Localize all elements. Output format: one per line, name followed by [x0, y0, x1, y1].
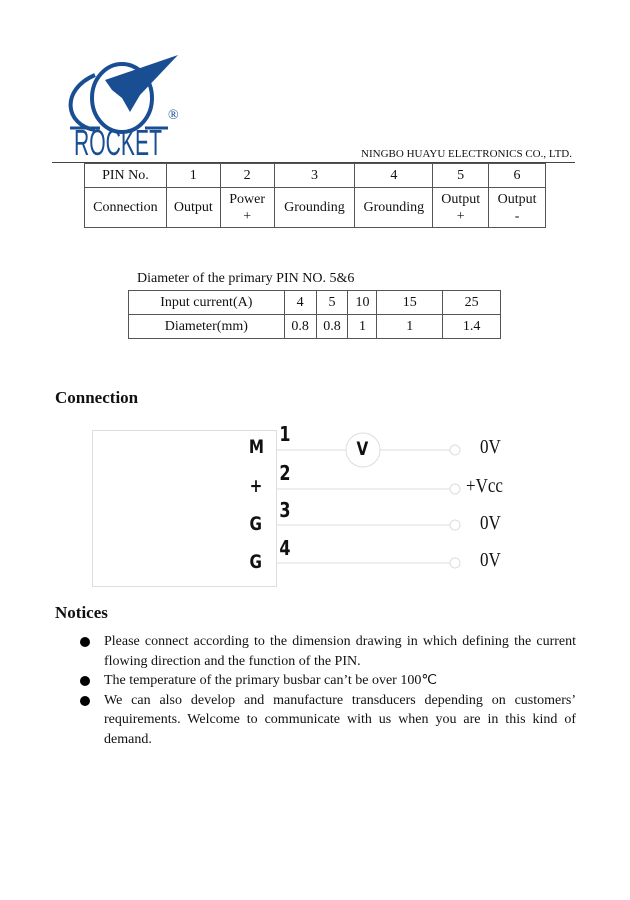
table-cell: 1.4	[442, 314, 501, 339]
terminal-3	[449, 519, 461, 531]
bullet-icon	[80, 695, 90, 706]
registered-mark: ®	[168, 108, 179, 123]
cell-text: Power	[229, 191, 266, 207]
connection-heading: Connection	[55, 388, 139, 407]
table-cell: Connection	[84, 187, 167, 228]
rocket-logo: ROCKET	[68, 55, 178, 160]
cell-text: +	[243, 208, 252, 224]
list-item: We can also develop and manufacture tran…	[80, 691, 576, 750]
cell-text: Grounding	[363, 200, 425, 215]
pin-label: +	[249, 475, 263, 497]
cell-text: -	[514, 208, 520, 224]
pin-number: 1	[279, 422, 291, 446]
pin-number: 3	[279, 498, 291, 522]
output-label: 0V	[480, 549, 501, 571]
table-cell: Power +	[219, 187, 275, 228]
table-cell: Diameter(mm)	[128, 314, 285, 339]
table-cell: Output +	[432, 187, 490, 228]
table-cell: Grounding	[354, 187, 434, 228]
pin-label: G	[249, 551, 263, 573]
cell-text: Grounding	[284, 200, 345, 215]
terminal-2	[449, 483, 461, 495]
notice-text: We can also develop and manufacture tran…	[104, 692, 576, 747]
table-cell: 3	[273, 163, 356, 188]
module-box	[92, 430, 277, 587]
pin-table: PIN No. 1 2 3 4 5 6 Connection Output Po…	[84, 163, 546, 228]
notices-list: Please connect according to the dimensio…	[80, 632, 576, 749]
output-label: 0V	[480, 436, 501, 458]
diameter-table: Input current(A) 4 5 10 15 25 Diameter(m…	[128, 290, 501, 339]
voltmeter-circle	[345, 432, 381, 468]
table-cell: 25	[442, 290, 501, 315]
notices-heading: Notices	[55, 603, 108, 622]
table-cell: Output -	[488, 187, 546, 228]
diameter-caption: Diameter of the primary PIN NO. 5&6	[137, 271, 355, 286]
voltmeter-label: V	[356, 438, 369, 460]
pin-label: G	[249, 513, 263, 535]
terminal-1	[449, 444, 461, 456]
table-row: Connection Output Power + Grounding Groun…	[84, 187, 546, 228]
cell-text: Output	[441, 191, 481, 207]
table-cell: 5	[315, 290, 349, 315]
list-item: The temperature of the primary busbar ca…	[80, 671, 576, 691]
pin-number: 4	[279, 536, 291, 560]
table-cell: 5	[432, 163, 490, 188]
cell-text: Output	[173, 200, 213, 215]
table-cell: 4	[354, 163, 434, 188]
cell-text: Output	[497, 191, 537, 207]
list-item: Please connect according to the dimensio…	[80, 632, 576, 671]
notice-text: The temperature of the primary busbar ca…	[104, 673, 438, 688]
table-row: Input current(A) 4 5 10 15 25	[128, 290, 501, 315]
table-cell: 15	[376, 290, 444, 315]
table-row: PIN No. 1 2 3 4 5 6	[84, 163, 546, 188]
cell-text: +	[456, 208, 465, 224]
table-cell: 1	[347, 314, 378, 339]
table-cell: Input current(A)	[128, 290, 285, 315]
table-row: Diameter(mm) 0.8 0.8 1 1 1.4	[128, 314, 501, 339]
bullet-icon	[80, 676, 90, 686]
table-cell: Output	[165, 187, 221, 228]
company-name: NINGBO HUAYU ELECTRONICS CO., LTD.	[361, 148, 572, 160]
notice-text: Please connect according to the dimensio…	[104, 634, 576, 669]
table-cell: 1	[376, 314, 444, 339]
output-label: +Vcc	[466, 475, 503, 497]
table-cell: PIN No.	[84, 163, 167, 188]
table-cell: 10	[347, 290, 378, 315]
logo-text: ROCKET	[74, 122, 162, 160]
table-cell: 0.8	[315, 314, 349, 339]
table-cell: Grounding	[273, 187, 356, 228]
output-label: 0V	[480, 512, 501, 534]
cell-text: Connection	[93, 200, 158, 215]
header-divider	[52, 162, 575, 163]
pin-label: M	[248, 436, 265, 458]
terminal-4	[449, 557, 461, 569]
bullet-icon	[80, 637, 90, 647]
pin-number: 2	[279, 461, 291, 485]
